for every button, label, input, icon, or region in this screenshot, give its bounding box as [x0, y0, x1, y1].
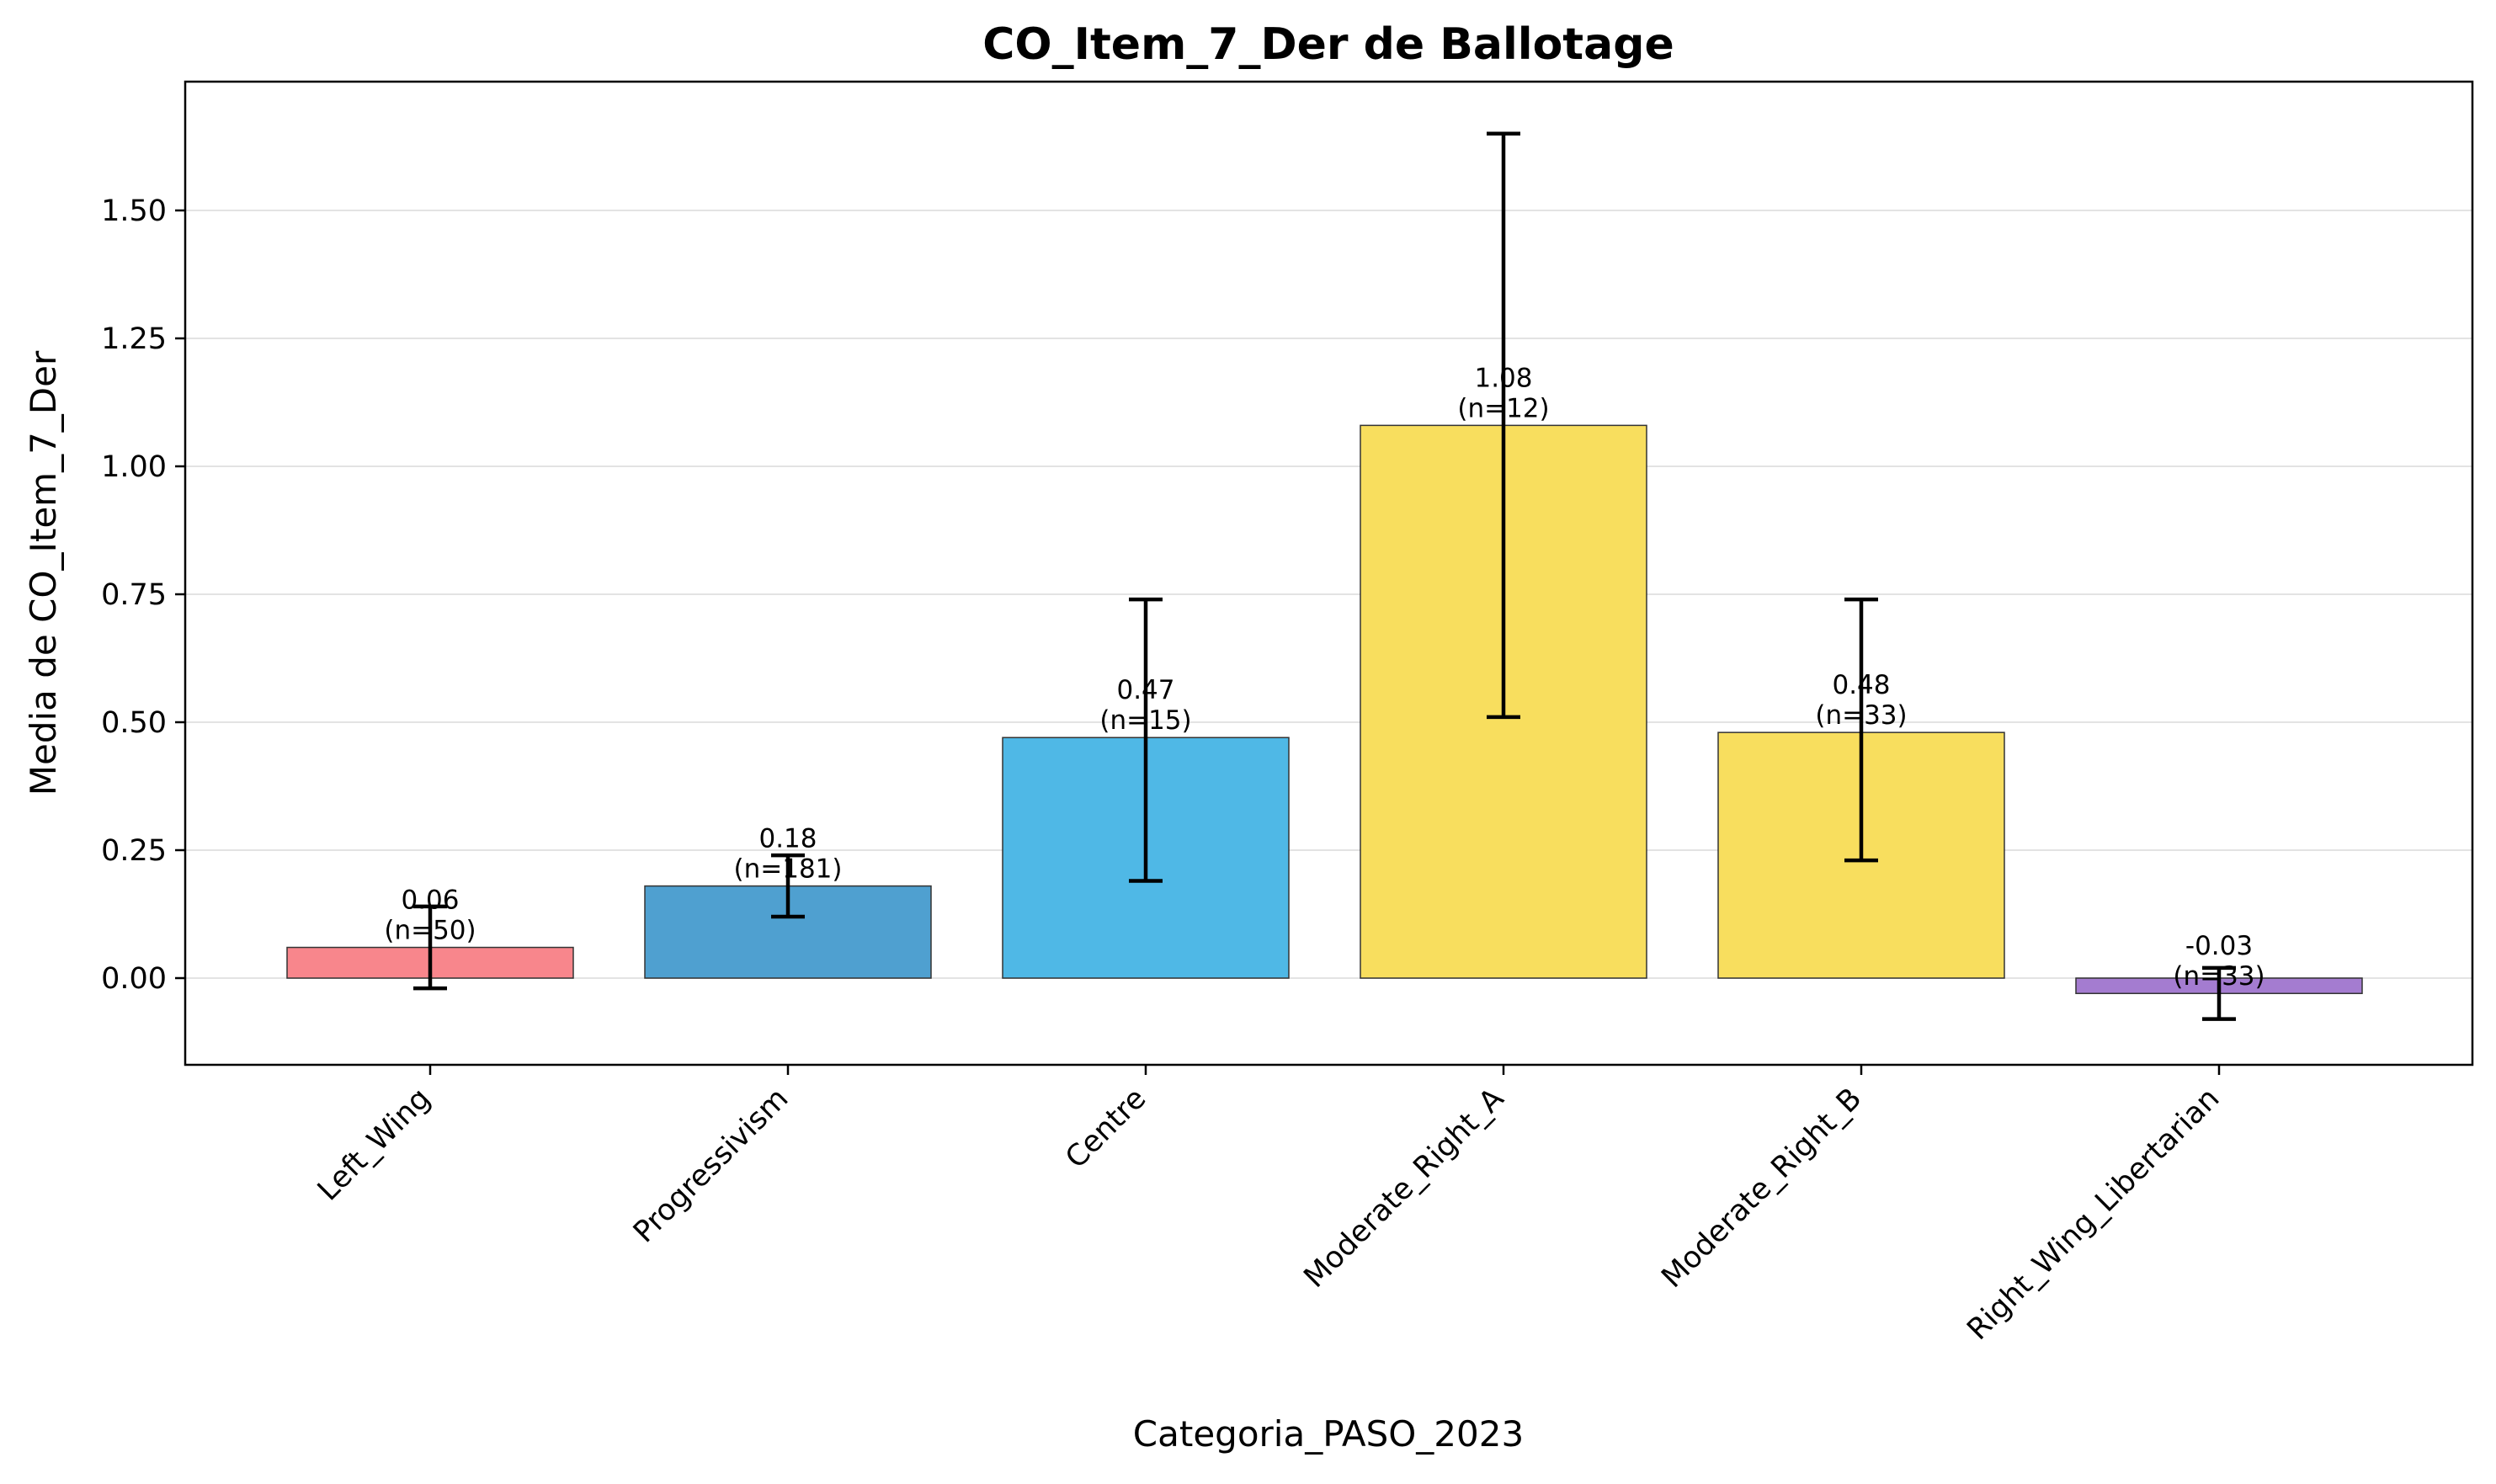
data-labels: 0.06(n=50) 0.18(n=181) 0.47(n=15) 1.08(n=12… [384, 363, 2264, 992]
y-tick-label: 1.50 [101, 194, 167, 228]
y-tick-label: 0.25 [101, 834, 167, 868]
error-bars [413, 131, 2236, 1021]
x-tick-label: Centre [1059, 1082, 1152, 1175]
value-label: 1.08 [1474, 363, 1532, 393]
y-axis-label: Media de CO_Item_7_Der [23, 350, 64, 795]
n-label: (n=33) [1815, 700, 1907, 731]
x-axis-label: Categoria_PASO_2023 [1133, 1413, 1524, 1455]
value-label: 0.47 [1116, 675, 1174, 705]
x-tick-label: Moderate_Right_B [1655, 1082, 1868, 1295]
chart-title: CO_Item_7_Der de Ballotage [982, 19, 1674, 70]
y-tick-label: 0.75 [101, 578, 167, 612]
n-label: (n=15) [1099, 705, 1191, 736]
x-tick-label: Right_Wing_Libertarian [1961, 1082, 2226, 1347]
y-tick-label: 1.25 [101, 322, 167, 356]
n-label: (n=50) [384, 916, 476, 946]
n-label: (n=12) [1457, 393, 1549, 423]
y-tick-label: 0.50 [101, 706, 167, 740]
value-label: 0.18 [758, 824, 817, 854]
n-label: (n=33) [2173, 961, 2264, 992]
y-axis: 0.00 0.25 0.50 0.75 1.00 1.25 1.50 [101, 194, 185, 996]
x-tick-label: Left_Wing [311, 1082, 437, 1207]
value-label: -0.03 [2185, 931, 2253, 961]
x-axis: Left_Wing Progressivism Centre Moderate_Rig… [311, 1065, 2226, 1347]
grid-lines [185, 210, 2472, 979]
plot-area-frame [184, 80, 2474, 1066]
x-tick-label: Moderate_Right_A [1298, 1082, 1511, 1295]
y-tick-label: 1.00 [101, 450, 167, 484]
n-label: (n=181) [734, 854, 843, 885]
bars [286, 424, 2363, 994]
x-tick-label: Progressivism [627, 1082, 795, 1249]
value-label: 0.06 [401, 886, 459, 916]
y-tick-label: 0.00 [101, 962, 167, 996]
value-label: 0.48 [1832, 670, 1890, 700]
